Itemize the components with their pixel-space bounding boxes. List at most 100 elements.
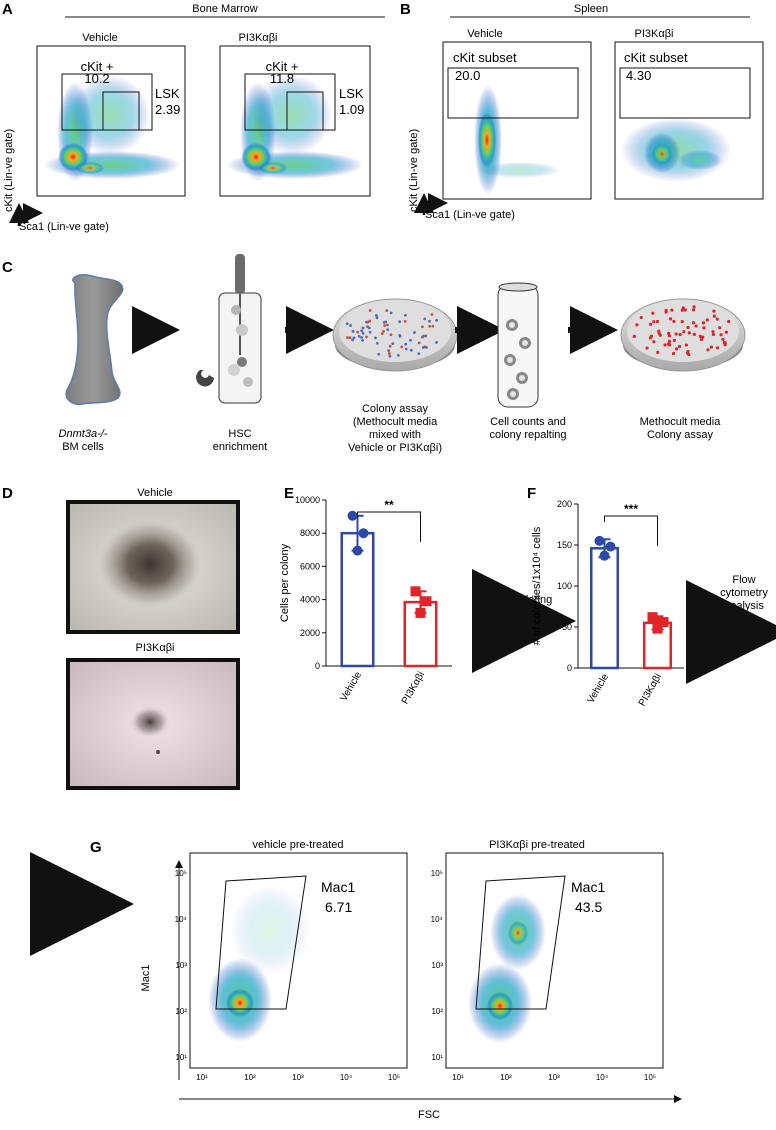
x-tick-label: 10¹ (196, 1073, 208, 1082)
dish-cell-dot (649, 334, 654, 338)
dish-cell-dot (691, 308, 696, 312)
dish-cell-dot (361, 338, 364, 342)
dish-cell-dot (375, 313, 378, 317)
y-tick-label: 6000 (300, 561, 320, 571)
dish-cell-dot (385, 323, 389, 327)
dish-cell-dot (723, 343, 727, 347)
y-tick-label: 10¹ (431, 1053, 443, 1062)
dish-cell-dot (674, 332, 678, 336)
dish-cell-dot (351, 329, 355, 333)
panel-g-plot2-frame (445, 852, 664, 1069)
dish-cell-dot (651, 311, 655, 315)
x-tick-label: 10² (244, 1073, 256, 1082)
dish-cell-dot (435, 340, 438, 344)
colonies-chart: 0 50 100 150 200 # of colonies/1x10⁴ cells Veh… (531, 499, 684, 708)
dish-cell-dot (667, 331, 671, 335)
panel-b-plot2-gate-label: cKit subset (624, 50, 688, 65)
panel-g-plot2-title: PI3Kαβi pre-treated (489, 839, 585, 851)
dish-cell-dot (639, 315, 643, 320)
dish-cell-dot (712, 314, 717, 318)
dish-cell-dot (396, 353, 400, 357)
data-point (410, 586, 421, 597)
dish-cell-dot (404, 342, 408, 346)
panel-g-plot1-density (208, 885, 310, 1042)
dish-cell-dot (692, 305, 696, 309)
dish-cell-dot (656, 350, 660, 354)
dish-cell-dot (687, 331, 691, 335)
dish-cell-dot (409, 348, 413, 352)
data-point (647, 612, 658, 623)
dish-cell-dot (374, 336, 377, 340)
dish-cell-dot (388, 344, 392, 348)
significance-stars: ** (384, 498, 394, 512)
colony-dish-mixed (332, 298, 458, 372)
bone-illustration (65, 273, 124, 406)
panel-letter-f: F (527, 485, 536, 502)
data-point (352, 545, 363, 556)
significance-stars: *** (624, 502, 638, 516)
panel-d: D Vehicle PI3Kαβi (2, 485, 240, 790)
dish-cell-dot (667, 334, 672, 338)
dish-cell-dot (709, 345, 714, 349)
dish-cell-dot (715, 346, 720, 350)
dish-cell-dot (655, 319, 660, 324)
dish-cell-dot (349, 324, 353, 327)
dish-cell-dot (718, 326, 722, 330)
magnet-icon (196, 370, 214, 387)
panel-a-plot1-lsk-label: LSK (155, 86, 180, 101)
dish-cell-dot (724, 330, 729, 334)
dish-cell-dot (712, 309, 716, 313)
dish-cell-dot (400, 345, 404, 349)
y-axis-label: Cells per colony (279, 543, 291, 622)
dish-cell-dot (388, 354, 392, 358)
y-tick-label: 10⁵ (431, 869, 443, 878)
x-tick-label: 10³ (292, 1073, 304, 1082)
x-tick-label: 10⁵ (388, 1073, 400, 1082)
dish-cell-dot (671, 351, 676, 356)
dish-cell-dot (652, 320, 656, 324)
dish-cell-dot (422, 334, 426, 338)
y-tick-label: 8000 (300, 528, 320, 538)
x-tick-label: 10⁵ (644, 1073, 656, 1082)
dish-cell-dot (361, 331, 365, 335)
panel-c: C (2, 254, 746, 454)
dish-cell-dot (645, 346, 649, 350)
dish-cell-dot (423, 317, 427, 321)
y-tick-label: 100 (557, 581, 572, 591)
dish-cell-dot (385, 309, 389, 313)
dish-cell-dot (382, 321, 386, 324)
hsc-enrichment-tube (196, 254, 262, 404)
dish-cell-dot (387, 349, 391, 353)
dish-cell-dot (357, 334, 361, 338)
dish-cell-dot (672, 319, 676, 324)
panel-a: A Bone Marrow Vehicle cKit + 10.2 LSK 2.… (2, 1, 385, 233)
dish-cell-dot (684, 343, 688, 347)
y-tick-label: 10¹ (175, 1053, 187, 1062)
panel-a-plot1-lsk-gate (102, 91, 140, 131)
panel-b-plot2-density (621, 118, 731, 182)
dish-cell-dot (368, 309, 372, 312)
dish-cell-dot (674, 347, 679, 351)
data-point (421, 596, 432, 607)
dish-cell-dot (715, 317, 719, 321)
x-tick-label: 10² (500, 1073, 512, 1082)
y-tick-label: 2000 (300, 628, 320, 638)
data-point (594, 535, 605, 546)
panel-a-plot2-lsk-label: LSK (339, 86, 364, 101)
data-point (347, 510, 358, 521)
panel-f: F 0 50 100 150 200 # of colonies/1x10⁴ cells V… (527, 485, 776, 708)
dish-cell-dot (348, 336, 352, 339)
y-tick-label: 10³ (431, 961, 443, 970)
dish-cell-dot (681, 306, 685, 310)
cells-per-colony-chart: 0 2000 4000 6000 8000 10000 Cells per colony Ve… (279, 495, 452, 706)
panel-g-x-axis-label: FSC (418, 1109, 440, 1121)
dish-cell-dot (356, 330, 360, 334)
dish-cell-dot (652, 340, 656, 344)
dish-cell-dot (686, 349, 690, 354)
y-tick-label: 0 (315, 661, 320, 671)
y-tick-label: 10⁵ (175, 869, 187, 878)
x-tick-label: Vehicle (338, 670, 364, 704)
dish-cell-dot (692, 332, 696, 336)
dish-cell-dot (711, 330, 715, 334)
vehicle-colony-blob (98, 520, 202, 608)
